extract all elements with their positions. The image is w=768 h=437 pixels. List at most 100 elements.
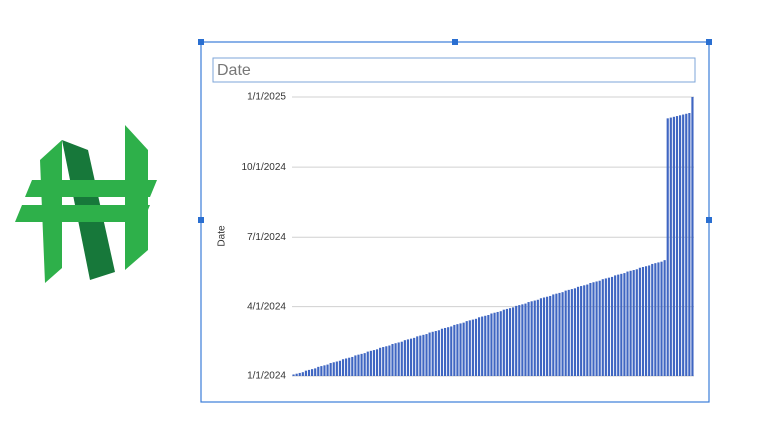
bar <box>539 298 543 376</box>
bar <box>651 263 654 376</box>
y-axis-label: Date <box>217 225 228 247</box>
bar <box>317 366 320 376</box>
logo <box>15 125 157 283</box>
bar <box>654 263 657 376</box>
bar <box>394 343 397 376</box>
bar <box>595 281 598 376</box>
bar <box>369 350 372 376</box>
bar <box>623 273 626 376</box>
bar <box>375 349 379 376</box>
resize-handles[interactable] <box>198 39 712 223</box>
bar <box>589 283 592 376</box>
bar <box>471 319 474 376</box>
bar <box>524 303 527 376</box>
bar <box>586 284 589 376</box>
bar <box>518 305 521 376</box>
bar <box>542 297 546 376</box>
bar <box>598 280 601 376</box>
bar <box>508 308 512 376</box>
bar <box>354 355 357 376</box>
bar <box>592 282 595 376</box>
bar <box>474 318 478 376</box>
bar <box>453 324 456 376</box>
bar <box>400 341 403 376</box>
bar <box>521 304 524 376</box>
bar <box>295 373 298 376</box>
title-box[interactable] <box>212 57 696 83</box>
bar <box>397 342 400 376</box>
bar <box>657 262 660 376</box>
bar <box>499 311 502 376</box>
bar <box>301 372 304 376</box>
bar <box>558 292 561 376</box>
bar <box>632 270 635 376</box>
bar <box>530 301 533 376</box>
bar <box>576 286 580 376</box>
bar <box>493 312 496 376</box>
bar <box>638 267 641 376</box>
bar <box>552 294 555 376</box>
bar <box>428 332 431 376</box>
bar <box>583 285 586 376</box>
bar <box>610 276 614 376</box>
bar <box>372 350 376 376</box>
bar <box>496 311 499 376</box>
bar <box>357 354 360 376</box>
bar <box>450 326 453 376</box>
y-tick-label: 1/1/2024 <box>247 371 286 382</box>
bar <box>691 97 694 376</box>
bar <box>326 364 329 376</box>
bar <box>462 322 465 376</box>
bar <box>338 360 342 376</box>
bar <box>385 346 388 376</box>
bar <box>620 273 623 376</box>
chart-title[interactable]: Date <box>217 62 251 79</box>
bar <box>366 351 369 376</box>
bar <box>536 299 539 376</box>
bar <box>567 289 570 376</box>
bar <box>406 339 410 376</box>
bar <box>422 334 425 376</box>
bar <box>311 369 314 376</box>
bar <box>437 330 440 376</box>
bar <box>341 359 345 376</box>
bar <box>443 327 447 376</box>
bar <box>666 118 669 376</box>
bar <box>431 331 434 376</box>
bar <box>505 308 508 376</box>
bar <box>403 340 406 376</box>
bar <box>388 345 391 376</box>
bar <box>660 261 663 376</box>
y-tick-label: 7/1/2024 <box>247 232 286 243</box>
bar <box>549 295 552 376</box>
bar <box>382 347 385 376</box>
bar <box>360 353 363 376</box>
bar <box>379 347 382 376</box>
bar <box>335 361 338 376</box>
bar <box>685 113 688 376</box>
bar <box>292 374 295 376</box>
bar <box>468 320 471 376</box>
bar <box>345 358 348 376</box>
bar <box>688 113 691 377</box>
bar <box>641 266 645 376</box>
bar <box>626 271 629 376</box>
bar <box>487 315 490 376</box>
y-tick-label: 10/1/2024 <box>242 162 287 173</box>
bar <box>425 334 428 376</box>
bar <box>391 343 394 376</box>
bar <box>675 116 679 377</box>
bar <box>648 265 651 376</box>
bar <box>413 337 416 376</box>
bar <box>512 307 515 376</box>
bar <box>490 313 493 376</box>
bar <box>580 286 583 376</box>
bar <box>629 270 632 376</box>
bar <box>348 357 351 376</box>
bar <box>307 369 311 376</box>
y-tick-label: 1/1/2025 <box>247 92 286 103</box>
bar <box>601 279 604 376</box>
bar <box>663 260 666 376</box>
bar <box>440 328 444 376</box>
bar <box>434 331 437 376</box>
